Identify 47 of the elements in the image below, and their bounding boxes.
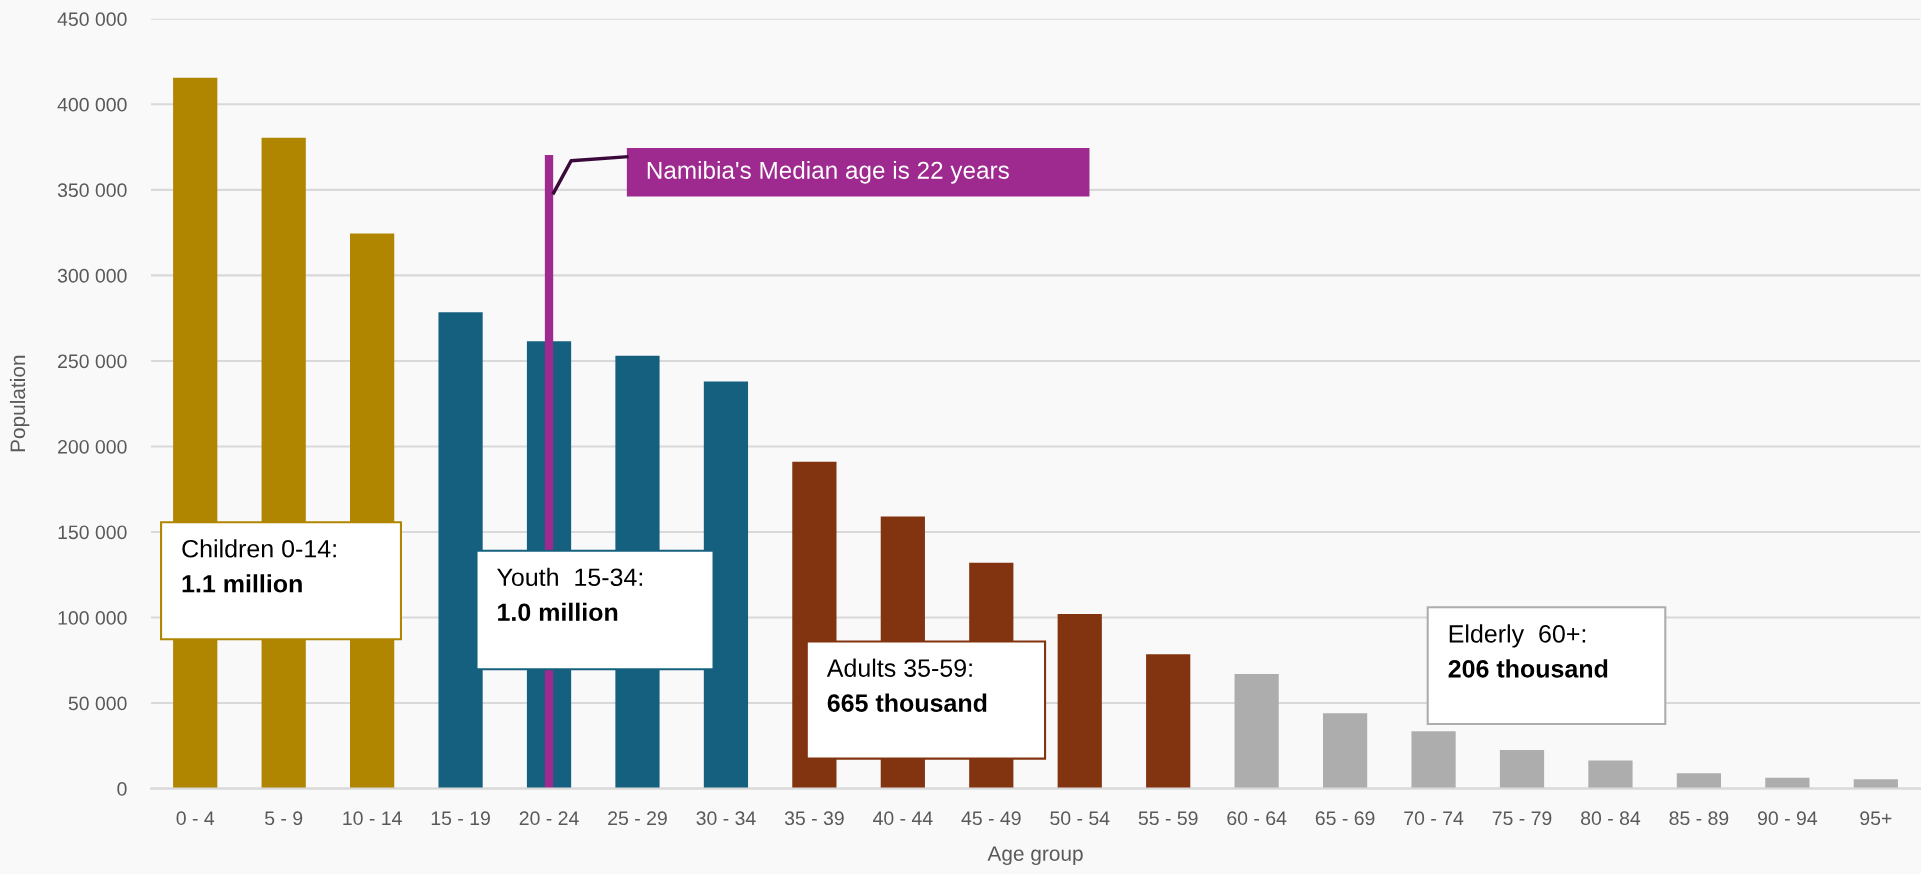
annotation: Youth 15-34: 1.0 million xyxy=(497,567,643,622)
x-axis-title: Age group xyxy=(987,846,1083,866)
x-tick-label: 15 - 19 xyxy=(431,811,490,826)
x-tick-label: 70 - 74 xyxy=(1404,811,1464,826)
y-tick-label: 200 000 xyxy=(58,439,127,454)
x-tick-label: 90 - 94 xyxy=(1758,811,1818,826)
x-tick-label: 80 - 84 xyxy=(1581,811,1641,826)
ref-line-label: Namibia's Median age is 22 years xyxy=(647,161,1009,184)
x-tick-label: 35 - 39 xyxy=(784,811,844,826)
x-tick-label: 30 - 34 xyxy=(696,811,756,826)
x-tick-label: 45 - 49 xyxy=(961,811,1021,826)
bar xyxy=(1499,750,1545,789)
x-tick-label: 65 - 69 xyxy=(1315,811,1375,826)
bar xyxy=(1234,673,1279,789)
y-tick-label: 0 xyxy=(117,782,127,796)
bar xyxy=(1322,713,1368,789)
x-tick-label: 40 - 44 xyxy=(873,811,933,826)
y-tick-label: 150 000 xyxy=(58,525,127,540)
bar xyxy=(1853,779,1898,789)
y-tick-label: 400 000 xyxy=(57,97,127,112)
x-tick-label: 20 - 24 xyxy=(519,811,579,826)
bar xyxy=(1146,654,1191,789)
y-tick-label: 350 000 xyxy=(57,183,127,198)
y-tick-label: 100 000 xyxy=(58,611,127,625)
x-tick-label: 95+ xyxy=(1860,811,1892,826)
y-tick-label: 250 000 xyxy=(58,354,127,369)
x-tick-label: 85 - 89 xyxy=(1669,811,1729,826)
x-tick-label: 60 - 64 xyxy=(1227,811,1287,826)
y-axis-title: Population xyxy=(9,355,30,452)
annotation: Children 0-14: 1.1 million xyxy=(182,539,336,593)
y-tick-label: 300 000 xyxy=(57,268,127,283)
x-tick-label: 5 - 9 xyxy=(265,811,303,826)
bar xyxy=(1676,773,1722,789)
bar xyxy=(1588,760,1633,789)
annotation: Adults 35-59: 665 thousand xyxy=(826,658,987,712)
x-tick-label: 0 - 4 xyxy=(176,811,215,826)
x-tick-label: 75 - 79 xyxy=(1492,811,1552,826)
x-tick-label: 10 - 14 xyxy=(343,811,402,826)
annotation: Elderly 60+: 206 thousand xyxy=(1448,624,1608,678)
bar xyxy=(1057,614,1102,789)
x-tick-label: 55 - 59 xyxy=(1138,811,1198,826)
y-tick-label: 450 000 xyxy=(57,12,127,27)
bar xyxy=(1411,731,1456,789)
x-tick-label: 25 - 29 xyxy=(608,811,667,826)
y-tick-label: 50 000 xyxy=(68,696,127,711)
bar xyxy=(1765,777,1810,789)
x-tick-label: 50 - 54 xyxy=(1050,811,1110,826)
